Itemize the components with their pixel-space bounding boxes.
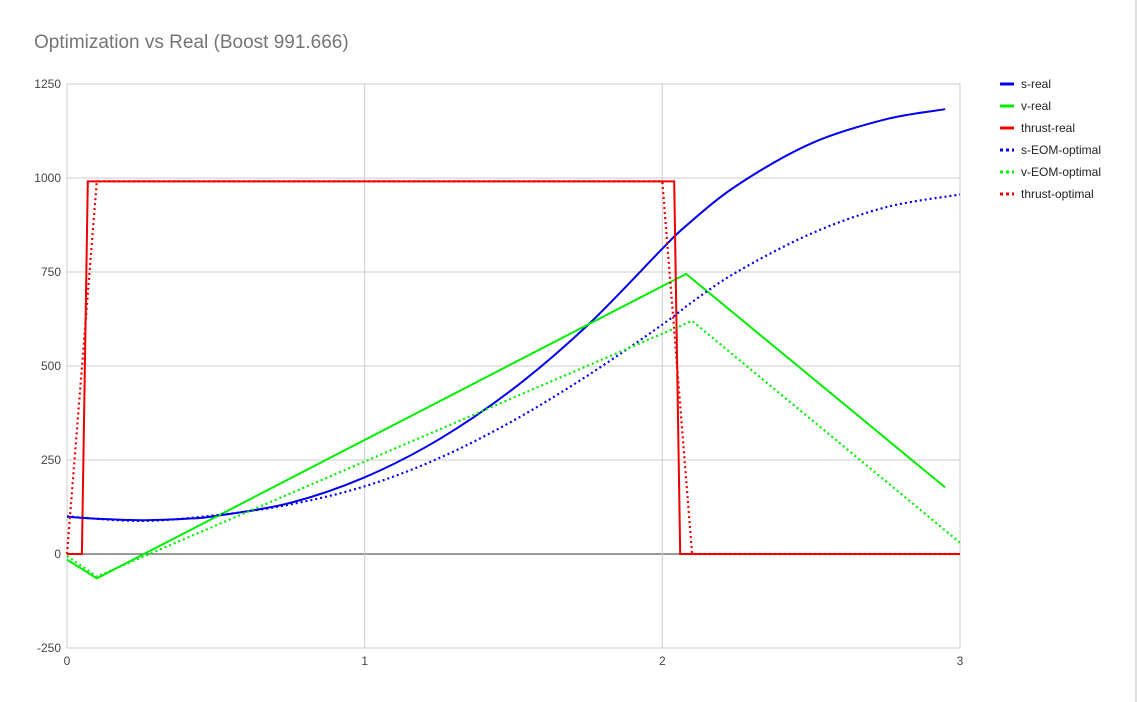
y-tick-label: 1250 bbox=[34, 77, 61, 91]
legend: s-real v-real thrust-real s-EOM-optimal v-EO… bbox=[1000, 77, 1101, 201]
legend-label: v-EOM-optimal bbox=[1021, 165, 1101, 179]
y-tick-label: -250 bbox=[37, 641, 61, 655]
x-tick-label: 0 bbox=[64, 654, 71, 668]
legend-label: thrust-real bbox=[1021, 121, 1075, 135]
y-tick-label: 750 bbox=[41, 265, 61, 279]
scrollbar-track bbox=[1135, 0, 1137, 702]
x-tick-label: 1 bbox=[361, 654, 368, 668]
y-tick-label: 0 bbox=[54, 547, 61, 561]
y-tick-label: 1000 bbox=[34, 171, 61, 185]
legend-label: v-real bbox=[1021, 99, 1051, 113]
legend-label: s-EOM-optimal bbox=[1021, 143, 1101, 157]
series-line-thrust-real bbox=[67, 180, 960, 555]
chart-title: Optimization vs Real (Boost 991.666) bbox=[34, 32, 349, 53]
legend-label: s-real bbox=[1021, 77, 1051, 91]
series-layer bbox=[65, 108, 961, 580]
series-line-thrust-optimal bbox=[65, 180, 960, 556]
y-tick-label: 250 bbox=[41, 453, 61, 467]
grid-layer bbox=[66, 83, 961, 649]
series-line-v-EOM-optimal bbox=[66, 319, 961, 578]
series-line-v-real bbox=[66, 272, 946, 580]
x-tick-label: 3 bbox=[957, 654, 964, 668]
series-line-s-real bbox=[66, 108, 946, 522]
series-line-s-EOM-optimal bbox=[66, 193, 961, 523]
legend-label: thrust-optimal bbox=[1021, 187, 1094, 201]
y-tick-label: 500 bbox=[41, 359, 61, 373]
x-tick-label: 2 bbox=[659, 654, 666, 668]
